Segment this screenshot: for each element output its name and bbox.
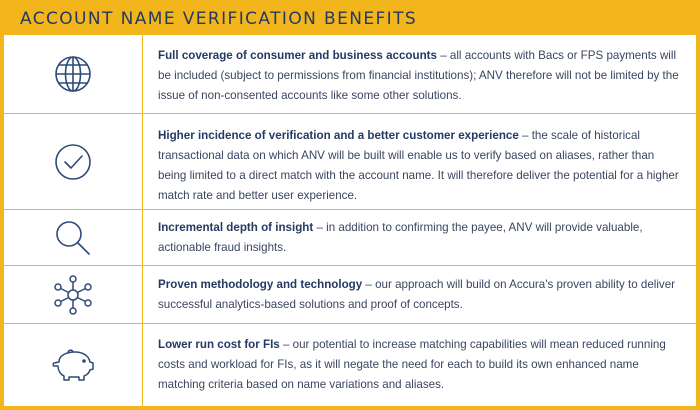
benefit-text: Higher incidence of verification and a b… [158,126,682,206]
benefit-text: Incremental depth of insight – in additi… [158,218,682,258]
benefit-row: Lower run cost for FIs – our potential t… [4,323,696,406]
benefit-icon-cell [4,324,143,406]
benefit-heading: Lower run cost for FIs [158,338,280,351]
magnifier-icon [56,220,90,255]
benefit-heading: Incremental depth of insight [158,221,314,234]
benefit-heading: Higher incidence of verification and a b… [158,129,519,142]
benefit-heading: Full coverage of consumer and business a… [158,49,437,62]
benefit-body: – our potential to increase matching cap… [158,338,666,391]
benefit-icon-cell [4,210,143,265]
benefit-text: Proven methodology and technology – our … [158,275,682,315]
benefit-text: Full coverage of consumer and business a… [158,46,682,106]
benefit-icon-cell [4,35,143,113]
globe-icon [55,56,91,92]
benefit-row: Incremental depth of insight – in additi… [4,209,696,265]
page-title: ACCOUNT NAME VERIFICATION BENEFITS [20,9,418,29]
benefit-text: Lower run cost for FIs – our potential t… [158,335,682,395]
benefit-body: – all accounts with Bacs or FPS payments… [158,49,679,102]
network-icon [54,274,92,315]
benefit-icon-cell [4,114,143,209]
benefit-row: Full coverage of consumer and business a… [4,35,696,113]
checkmark-circle-icon [55,143,91,180]
benefit-row: Higher incidence of verification and a b… [4,113,696,209]
benefit-icon-cell [4,266,143,323]
benefit-body: – in addition to confirming the payee, A… [158,221,643,254]
benefits-table: Full coverage of consumer and business a… [4,35,696,406]
benefit-row: Proven methodology and technology – our … [4,265,696,323]
benefit-heading: Proven methodology and technology [158,278,363,291]
benefit-body: – the scale of historical transactional … [158,129,679,202]
piggy-bank-icon [52,349,94,381]
benefit-body: – our approach will build on Accura's pr… [158,278,676,311]
